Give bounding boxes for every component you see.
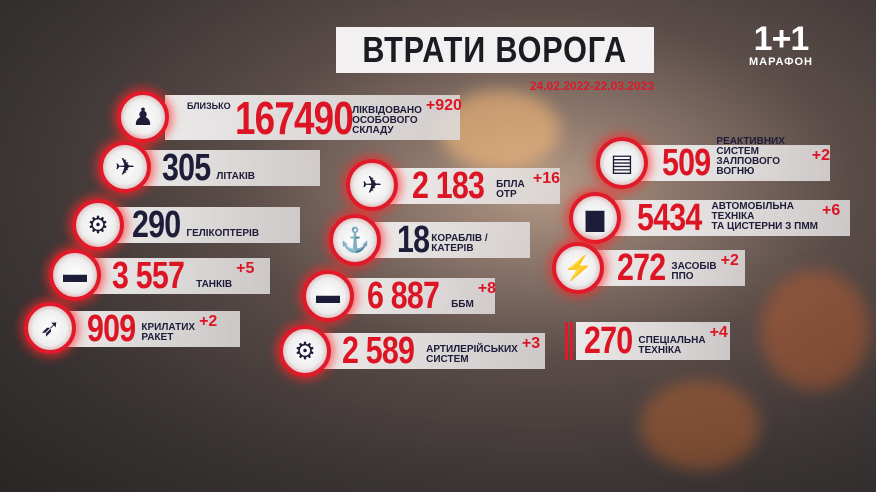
stat-label: ТАНКІВ <box>196 279 233 290</box>
stat-delta: +3 <box>521 335 541 352</box>
channel-logo: 1+1 МАРАФОН <box>736 22 826 68</box>
stat-value: 3 557 <box>112 254 185 297</box>
background-fire <box>760 270 870 390</box>
stat-prefix: БЛИЗЬКО <box>187 101 231 111</box>
stat-delta: +6 <box>822 202 841 219</box>
stat-label: ЛІТАКІВ <box>216 171 256 182</box>
stat-drones: 2 183 БПЛА ОТР +16 <box>390 165 560 207</box>
jeep-icon: ▆ <box>569 192 621 244</box>
stat-value: 167490 <box>234 91 354 144</box>
stat-value: 270 <box>584 319 633 362</box>
background-fire <box>440 90 560 170</box>
stat-cruise-missiles: 909 КРИЛАТИХ РАКЕТ +2 <box>65 308 240 350</box>
logo-subtitle: МАРАФОН <box>748 56 814 68</box>
stat-delta: +16 <box>532 170 560 187</box>
logo-channel: 1+1 <box>753 20 810 58</box>
stat-value: 2 183 <box>412 164 485 207</box>
stat-label: РЕАКТИВНИХ СИСТЕМ ЗАЛПОВОГО ВОГНЮ <box>716 136 785 177</box>
stat-tanks: 3 557 ТАНКІВ +5 <box>90 255 270 297</box>
air-defense-icon: ⚡ <box>552 242 604 294</box>
artillery-icon: ⚙ <box>279 325 331 377</box>
tank-icon: ▬ <box>49 249 101 301</box>
stat-value: 290 <box>132 203 181 246</box>
stat-label: ГЕЛІКОПТЕРІВ <box>186 228 260 239</box>
stat-delta: +920 <box>425 97 462 114</box>
stat-value: 909 <box>87 307 136 350</box>
stat-delta: +4 <box>709 324 728 341</box>
stat-aircraft: 305 ЛІТАКІВ <box>140 147 320 189</box>
helicopter-icon: ⚙ <box>72 199 124 251</box>
stat-label: КРИЛАТИХ РАКЕТ <box>141 322 196 343</box>
stat-delta: +2 <box>199 313 218 330</box>
stat-label: ЛІКВІДОВАНО ОСОБОВОГО СКЛАДУ <box>352 105 422 136</box>
stat-delta: +8 <box>477 280 497 297</box>
stat-apc: 6 887 ББМ +8 <box>345 275 497 317</box>
soldier-icon: ♟ <box>117 91 169 143</box>
stat-value: 6 887 <box>367 274 440 317</box>
stat-air-defense: 272 ЗАСОБІВ ППО +2 <box>595 247 745 289</box>
stat-label: ББМ <box>451 299 474 310</box>
background-fire <box>640 380 760 470</box>
stat-value: 305 <box>162 146 211 189</box>
date-range: 24.02.2022-22.03.2023 <box>529 79 654 93</box>
apc-icon: ▬ <box>302 270 354 322</box>
stat-label: СПЕЦІАЛЬНА ТЕХНІКА <box>638 335 706 356</box>
stat-label: ЗАСОБІВ ППО <box>671 261 717 282</box>
drone-icon: ✈ <box>346 159 398 211</box>
stat-mlrs: 509 РЕАКТИВНИХ СИСТЕМ ЗАЛПОВОГО ВОГНЮ +2 <box>640 137 830 184</box>
ship-icon: ⚓ <box>329 214 381 266</box>
stat-value: 5434 <box>637 196 702 239</box>
title-box: ВТРАТИ ВОРОГА <box>336 27 654 73</box>
fighter-jet-icon: ✈ <box>99 141 151 193</box>
stat-value: 2 589 <box>342 329 415 372</box>
accent-stripe <box>565 322 568 360</box>
stat-helicopters: 290 ГЕЛІКОПТЕРІВ <box>110 204 300 246</box>
stat-delta: +2 <box>811 147 830 164</box>
stat-artillery: 2 589 АРТИЛЕРІЙСЬКИХ СИСТЕМ +3 <box>320 330 545 372</box>
stat-delta: +2 <box>720 252 739 269</box>
rocket-launcher-icon: ▤ <box>596 137 648 189</box>
stat-delta: +5 <box>236 260 255 277</box>
stat-value: 18 <box>397 218 430 261</box>
stat-special-equipment: 270 СПЕЦІАЛЬНА ТЕХНІКА +4 <box>576 319 730 362</box>
stat-vehicles: 5434 АВТОМОБІЛЬНА ТЕХНІКА ТА ЦИСТЕРНИ З … <box>615 197 850 239</box>
stat-label: АРТИЛЕРІЙСЬКИХ СИСТЕМ <box>426 344 518 365</box>
stat-ships: 18 КОРАБЛІВ / КАТЕРІВ <box>375 219 530 261</box>
missile-icon: ➶ <box>24 302 76 354</box>
stat-value: 272 <box>617 246 666 289</box>
page-title: ВТРАТИ ВОРОГА <box>362 29 628 70</box>
accent-stripe <box>570 322 573 360</box>
stat-label: АВТОМОБІЛЬНА ТЕХНІКА ТА ЦИСТЕРНИ З ПММ <box>711 201 819 232</box>
stat-label: КОРАБЛІВ / КАТЕРІВ <box>431 233 488 254</box>
stat-label: БПЛА ОТР <box>496 179 525 200</box>
stat-value: 509 <box>662 141 711 184</box>
stat-personnel: БЛИЗЬКО 167490 ЛІКВІДОВАНО ОСОБОВОГО СКЛ… <box>165 92 462 144</box>
